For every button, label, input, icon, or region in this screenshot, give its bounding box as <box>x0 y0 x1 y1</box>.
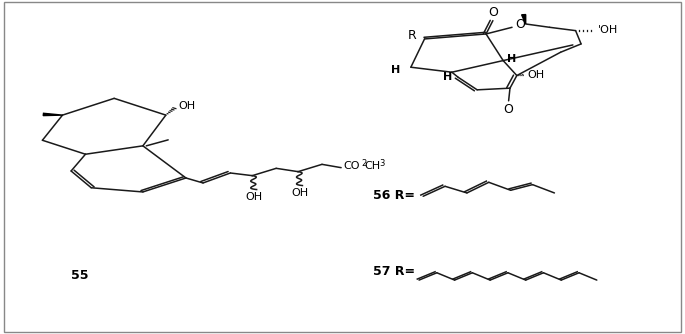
Text: 56 R=: 56 R= <box>373 189 415 202</box>
Text: 57 R=: 57 R= <box>373 265 415 278</box>
Text: H: H <box>390 65 400 75</box>
Text: 3: 3 <box>379 159 385 168</box>
Text: 55: 55 <box>71 269 88 282</box>
Text: OH: OH <box>292 188 309 198</box>
Text: H: H <box>508 54 516 64</box>
Text: OH: OH <box>179 101 196 111</box>
Text: H: H <box>443 71 453 81</box>
Text: O: O <box>514 18 525 31</box>
Text: 'OH: 'OH <box>597 25 618 35</box>
Text: O: O <box>503 104 514 117</box>
Text: OH: OH <box>527 69 545 79</box>
Text: CO: CO <box>343 161 360 171</box>
Polygon shape <box>43 113 62 116</box>
Text: O: O <box>488 6 498 19</box>
Polygon shape <box>521 15 525 24</box>
Text: R: R <box>408 29 416 42</box>
Text: 2: 2 <box>361 159 366 168</box>
Text: CH: CH <box>364 161 380 171</box>
Text: OH: OH <box>246 192 263 202</box>
